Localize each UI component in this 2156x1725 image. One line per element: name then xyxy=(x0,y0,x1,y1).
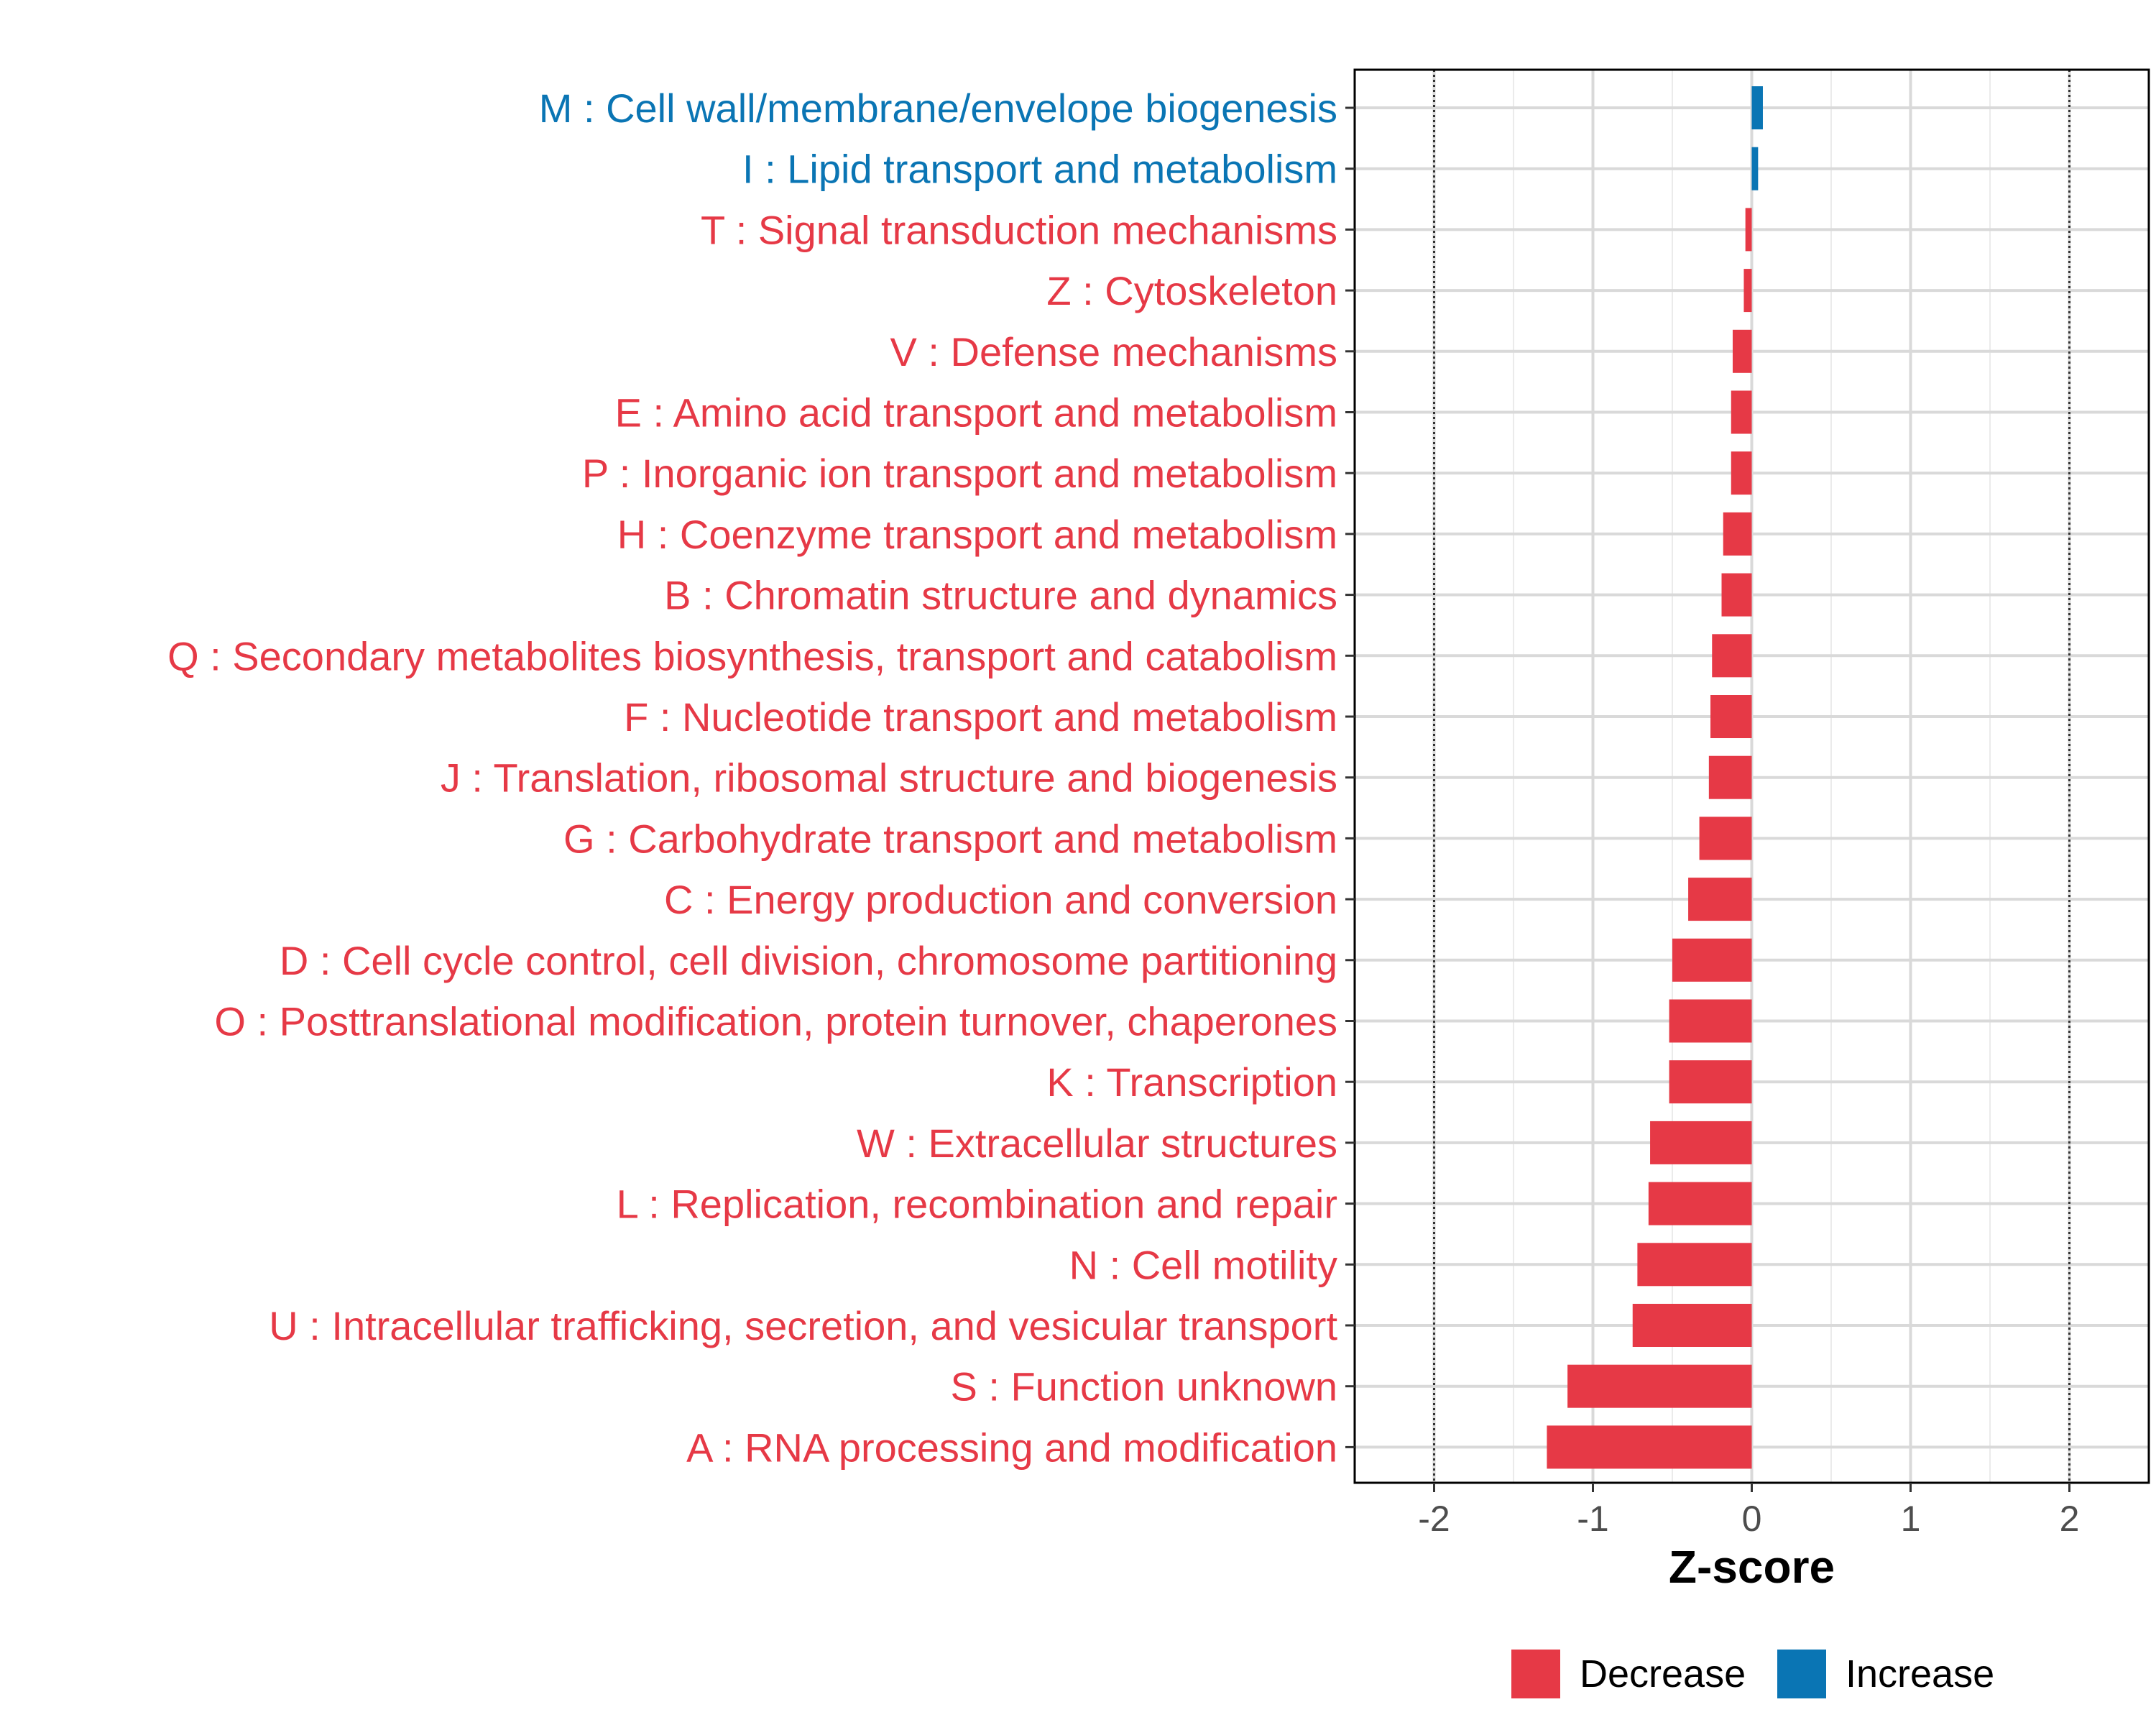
bar xyxy=(1731,451,1752,495)
category-label: V : Defense mechanisms xyxy=(890,329,1337,374)
bar xyxy=(1632,1304,1752,1347)
category-label: K : Transcription xyxy=(1046,1059,1337,1105)
bar xyxy=(1637,1243,1752,1287)
bar xyxy=(1712,634,1752,678)
legend: Decrease Increase xyxy=(1511,1650,1994,1698)
bar-layer xyxy=(1547,86,1763,1469)
bar xyxy=(1721,573,1752,617)
bar xyxy=(1672,938,1752,982)
bar xyxy=(1743,269,1752,313)
category-label: G : Carbohydrate transport and metabolis… xyxy=(563,816,1337,861)
x-axis-ticks: -2 -1 0 1 2 xyxy=(1418,1483,2079,1539)
bar xyxy=(1650,1121,1752,1164)
category-label: T : Signal transduction mechanisms xyxy=(701,207,1337,252)
bar xyxy=(1723,512,1752,556)
bar xyxy=(1751,147,1759,190)
legend-swatch xyxy=(1777,1650,1826,1698)
category-label: S : Function unknown xyxy=(950,1364,1337,1409)
x-tick-label: 1 xyxy=(1901,1499,1921,1539)
category-label: B : Chromatin structure and dynamics xyxy=(664,573,1337,618)
category-label: I : Lipid transport and metabolism xyxy=(742,147,1337,192)
category-label: E : Amino acid transport and metabolism xyxy=(615,390,1337,436)
legend-label: Increase xyxy=(1846,1652,1994,1696)
category-label: A : RNA processing and modification xyxy=(686,1425,1337,1470)
bar xyxy=(1710,695,1752,738)
category-label: O : Posttranslational modification, prot… xyxy=(214,999,1337,1044)
bar xyxy=(1567,1364,1752,1408)
bar xyxy=(1669,1060,1752,1104)
bar xyxy=(1547,1425,1752,1469)
legend-swatch xyxy=(1511,1650,1560,1698)
category-labels: M : Cell wall/membrane/envelope biogenes… xyxy=(167,86,1355,1470)
bar xyxy=(1688,878,1752,921)
category-label: P : Inorganic ion transport and metaboli… xyxy=(582,451,1337,496)
x-axis-title: Z-score xyxy=(1669,1541,1835,1593)
x-tick-label: -1 xyxy=(1577,1499,1608,1539)
category-label: Q : Secondary metabolites biosynthesis, … xyxy=(167,633,1337,678)
legend-label: Decrease xyxy=(1580,1652,1746,1696)
x-tick-label: 0 xyxy=(1742,1499,1762,1539)
bar xyxy=(1699,816,1752,860)
x-tick-label: 2 xyxy=(2060,1499,2080,1539)
category-label: L : Replication, recombination and repai… xyxy=(617,1182,1337,1227)
bar xyxy=(1745,208,1752,252)
x-tick-label: -2 xyxy=(1418,1499,1450,1539)
category-label: U : Intracellular trafficking, secretion… xyxy=(269,1303,1337,1348)
category-label: W : Extracellular structures xyxy=(857,1121,1337,1166)
bar xyxy=(1669,999,1752,1043)
category-label: H : Coenzyme transport and metabolism xyxy=(617,512,1337,557)
category-label: C : Energy production and conversion xyxy=(664,877,1337,922)
category-label: Z : Cytoskeleton xyxy=(1046,268,1337,313)
bar xyxy=(1731,390,1752,434)
category-label: N : Cell motility xyxy=(1069,1242,1337,1287)
category-label: M : Cell wall/membrane/envelope biogenes… xyxy=(539,86,1337,131)
category-label: D : Cell cycle control, cell division, c… xyxy=(280,938,1337,983)
bar xyxy=(1732,329,1752,373)
category-label: J : Translation, ribosomal structure and… xyxy=(441,755,1337,801)
category-label: F : Nucleotide transport and metabolism xyxy=(624,694,1337,740)
bar xyxy=(1751,86,1763,129)
bar xyxy=(1648,1182,1752,1225)
bar xyxy=(1708,755,1752,799)
